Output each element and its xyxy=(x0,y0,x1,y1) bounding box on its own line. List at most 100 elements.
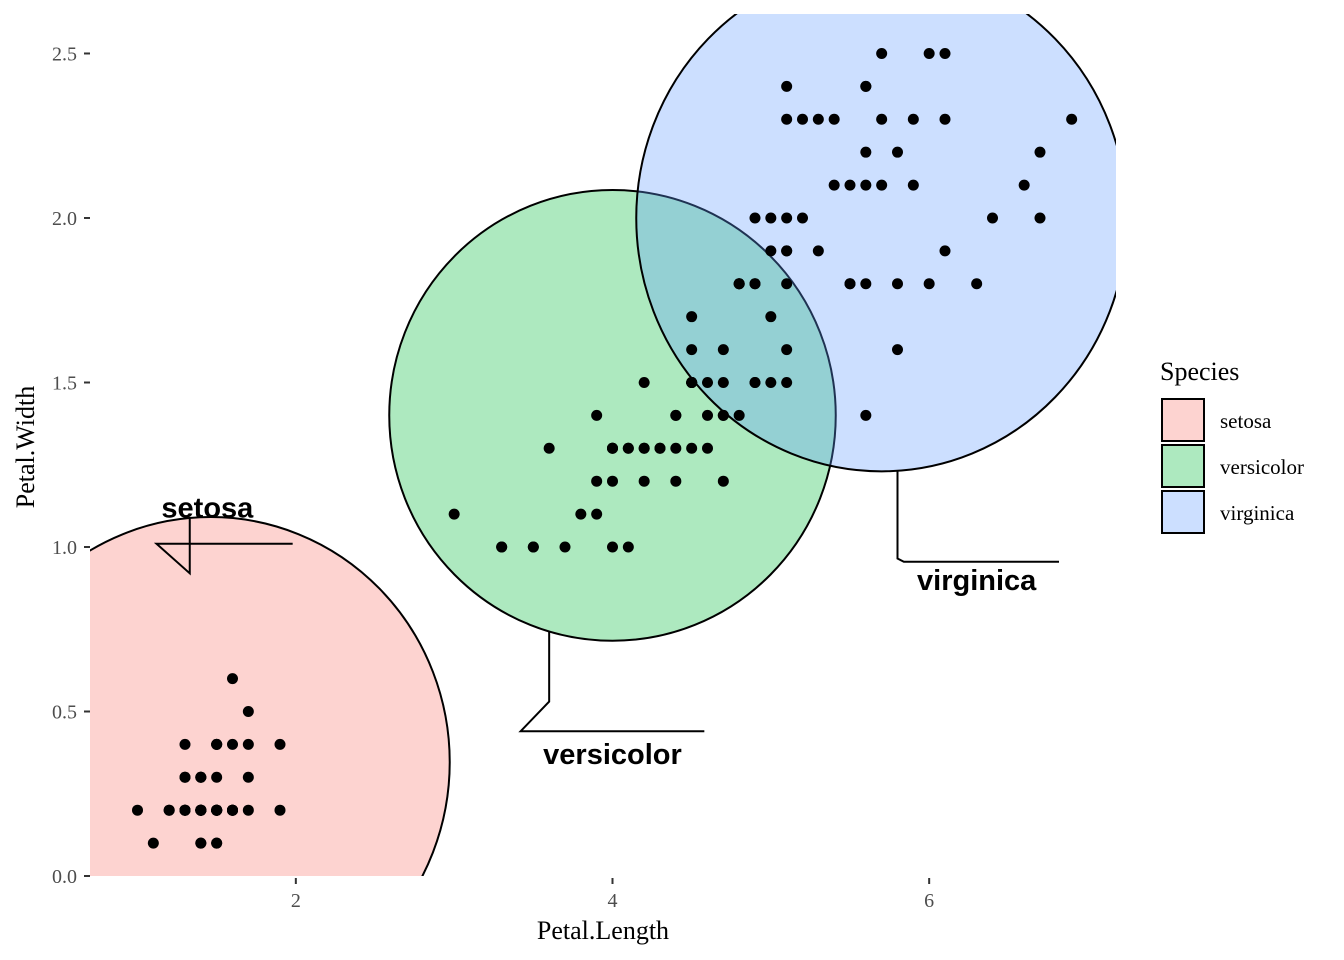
data-point-virginica xyxy=(860,80,872,92)
data-point-versicolor xyxy=(654,442,666,454)
data-point-virginica xyxy=(860,409,872,421)
legend-key-setosa xyxy=(1161,398,1205,442)
data-point-setosa xyxy=(195,837,207,849)
data-point-virginica xyxy=(781,212,793,224)
data-point-versicolor xyxy=(670,409,682,421)
ellipse-versicolor xyxy=(388,189,837,642)
data-point-versicolor xyxy=(686,376,698,388)
data-point-versicolor xyxy=(607,442,618,454)
data-point-virginica xyxy=(749,278,761,290)
callout-line-setosa xyxy=(153,517,293,576)
data-point-versicolor xyxy=(686,442,698,454)
data-point-setosa xyxy=(211,771,223,783)
data-point-setosa xyxy=(242,738,254,750)
y-axis: 0.0 0.5 1.0 1.5 2.0 2.5 xyxy=(52,43,90,888)
data-point-setosa xyxy=(227,804,238,816)
data-point-setosa xyxy=(179,804,191,816)
x-tick-label: 2 xyxy=(291,890,301,912)
group-label-setosa: setosa xyxy=(161,492,254,524)
data-point-setosa xyxy=(132,804,143,816)
data-point-versicolor xyxy=(765,311,777,323)
y-tick-label: 1.0 xyxy=(52,537,77,559)
legend-label-versicolor: versicolor xyxy=(1220,455,1304,479)
data-point-setosa xyxy=(211,804,223,816)
data-point-setosa xyxy=(211,837,223,849)
data-point-virginica xyxy=(1066,113,1078,125)
data-point-versicolor xyxy=(749,376,761,388)
data-point-versicolor xyxy=(607,541,618,553)
data-point-setosa xyxy=(274,804,286,816)
data-point-versicolor xyxy=(575,508,587,520)
data-point-versicolor xyxy=(717,344,729,356)
data-point-setosa xyxy=(274,738,286,750)
data-point-virginica xyxy=(907,113,919,125)
data-point-versicolor xyxy=(733,409,745,421)
data-point-versicolor xyxy=(622,541,634,553)
legend-label-setosa: setosa xyxy=(1220,409,1272,433)
data-point-versicolor xyxy=(670,475,682,487)
data-point-setosa xyxy=(179,771,191,783)
data-point-virginica xyxy=(876,47,888,59)
data-point-virginica xyxy=(1034,146,1046,158)
data-point-setosa xyxy=(227,738,238,750)
data-point-virginica xyxy=(876,179,888,191)
data-point-virginica xyxy=(892,146,903,158)
data-point-versicolor xyxy=(702,442,713,454)
data-point-virginica xyxy=(923,47,935,59)
group-label-versicolor: versicolor xyxy=(543,739,682,771)
data-point-virginica xyxy=(892,278,903,290)
data-point-setosa xyxy=(147,837,159,849)
ellipse-setosa xyxy=(90,516,451,876)
x-tick-label: 6 xyxy=(924,890,934,912)
data-point-setosa xyxy=(242,771,254,783)
data-point-virginica xyxy=(876,113,888,125)
data-point-virginica xyxy=(939,245,951,257)
ellipse-virginica xyxy=(635,14,1116,473)
data-point-setosa xyxy=(179,738,191,750)
data-point-versicolor xyxy=(559,541,571,553)
data-point-virginica xyxy=(860,179,872,191)
legend-title: Species xyxy=(1160,357,1239,386)
data-point-setosa xyxy=(195,804,207,816)
legend: Species setosa versicolor virginica xyxy=(1160,357,1304,534)
callout-line-versicolor xyxy=(518,631,705,733)
data-point-versicolor xyxy=(638,442,650,454)
data-point-setosa xyxy=(211,738,223,750)
data-point-virginica xyxy=(892,344,903,356)
data-point-versicolor xyxy=(638,376,650,388)
group-label-callouts: setosa versicolor virginica xyxy=(153,470,1059,771)
data-point-virginica xyxy=(733,278,745,290)
data-point-virginica xyxy=(812,245,824,257)
data-point-setosa xyxy=(163,804,175,816)
group-label-virginica: virginica xyxy=(917,565,1037,597)
callout-line-virginica xyxy=(896,470,1059,563)
data-point-versicolor xyxy=(781,344,793,356)
data-point-versicolor xyxy=(527,541,539,553)
data-point-virginica xyxy=(860,146,872,158)
y-tick-label: 2.0 xyxy=(52,208,77,230)
data-point-virginica xyxy=(1018,179,1030,191)
data-point-virginica xyxy=(828,179,840,191)
data-point-virginica xyxy=(907,179,919,191)
data-point-virginica xyxy=(923,278,935,290)
data-point-versicolor xyxy=(717,475,729,487)
data-point-virginica xyxy=(971,278,983,290)
data-point-setosa xyxy=(242,705,254,717)
legend-label-virginica: virginica xyxy=(1220,501,1295,525)
data-point-versicolor xyxy=(702,409,713,421)
data-point-virginica xyxy=(781,376,793,388)
x-axis-title: Petal.Length xyxy=(537,916,669,945)
data-point-virginica xyxy=(812,113,824,125)
y-tick-label: 0.0 xyxy=(52,866,77,888)
x-tick-label: 4 xyxy=(608,890,618,912)
data-point-versicolor xyxy=(607,475,618,487)
data-point-versicolor xyxy=(622,442,634,454)
data-point-versicolor xyxy=(591,508,603,520)
data-point-virginica xyxy=(749,212,761,224)
legend-key-versicolor xyxy=(1161,444,1205,488)
data-point-versicolor xyxy=(543,442,555,454)
data-point-virginica xyxy=(686,311,698,323)
data-point-virginica xyxy=(797,212,808,224)
y-tick-label: 2.5 xyxy=(52,43,77,65)
